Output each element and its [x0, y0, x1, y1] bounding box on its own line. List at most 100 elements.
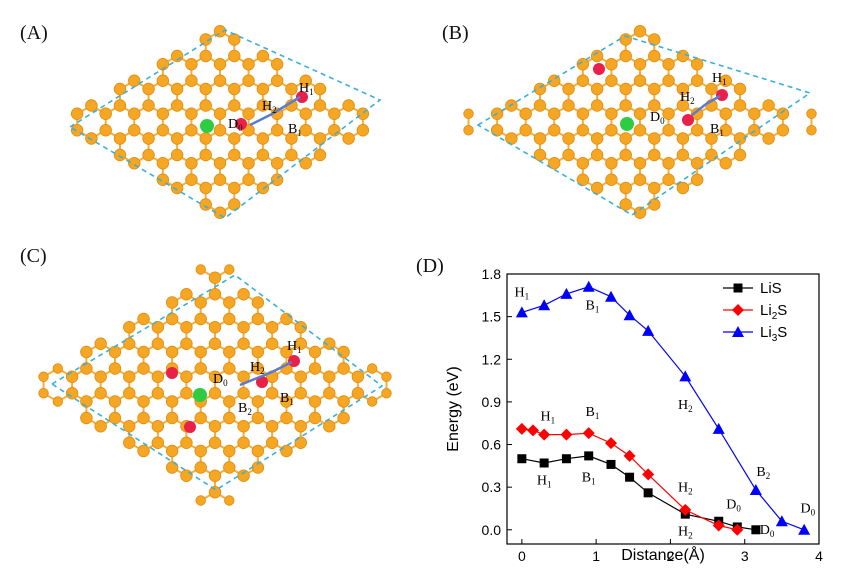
site-label-d0: D0 — [228, 117, 243, 133]
carbon-atom — [337, 362, 350, 375]
carbon-atom — [762, 132, 775, 145]
carbon-atom — [323, 370, 336, 383]
carbon-atom — [533, 148, 547, 162]
migration-arrow — [249, 95, 301, 127]
carbon-atom — [224, 495, 235, 506]
carbon-atom — [137, 411, 150, 425]
carbon-atom — [590, 132, 604, 145]
carbon-atom — [208, 469, 222, 482]
carbon-atom — [690, 124, 704, 137]
carbon-atom — [576, 107, 590, 120]
carbon-atom — [208, 370, 222, 383]
carbon-atom — [733, 132, 747, 145]
carbon-atom — [213, 124, 227, 137]
carbon-atom — [619, 148, 632, 162]
sulfur-atom — [620, 117, 634, 131]
carbon-atom — [676, 132, 690, 145]
carbon-atom — [648, 132, 661, 145]
carbon-atom — [213, 173, 227, 186]
carbon-atom — [137, 395, 150, 408]
carbon-atom — [165, 296, 179, 309]
data-point-lis — [643, 488, 653, 498]
y-tick-label: 0.9 — [482, 394, 502, 410]
carbon-atom — [490, 124, 504, 137]
data-point-li3s — [605, 290, 617, 302]
carbon-atom — [294, 387, 307, 400]
carbon-atom — [199, 148, 212, 162]
legend-marker — [733, 283, 743, 293]
carbon-atom — [199, 49, 212, 63]
carbon-atom — [690, 107, 704, 120]
carbon-atom — [590, 99, 604, 112]
data-point-lis — [561, 454, 571, 464]
lithium-site-marker — [716, 89, 728, 101]
legend-label: Li3S — [760, 324, 787, 344]
point-annotation: H2 — [678, 480, 693, 496]
lithium-atom — [166, 367, 178, 379]
data-point-li3s — [749, 484, 762, 495]
carbon-atom — [199, 82, 212, 96]
carbon-atom — [719, 74, 732, 87]
carbon-atom — [590, 82, 604, 96]
data-point-li3s — [582, 280, 595, 292]
carbon-atom — [256, 99, 270, 112]
lithium-site-marker — [288, 355, 300, 367]
carbon-atom — [170, 148, 184, 162]
carbon-atom — [52, 363, 64, 374]
x-tick-label: 1 — [592, 548, 600, 564]
carbon-atom — [270, 124, 284, 137]
carbon-atom — [299, 157, 312, 170]
carbon-atom — [70, 107, 84, 120]
carbon-atom — [619, 181, 632, 195]
carbon-atom — [285, 132, 298, 145]
carbon-atom — [237, 321, 250, 334]
carbon-atom — [228, 33, 241, 46]
carbon-atom — [228, 148, 241, 162]
lithium-atom — [235, 118, 247, 130]
carbon-atom — [342, 132, 355, 145]
carbon-atom — [213, 157, 227, 170]
carbon-atom — [194, 444, 207, 458]
panel-b: (B) H1 H2 D0 B1 — [430, 0, 860, 240]
carbon-atom — [137, 362, 150, 375]
carbon-atom — [52, 396, 64, 407]
carbon-atom — [648, 82, 661, 96]
data-point-li3s — [642, 324, 655, 336]
point-annotation: H2 — [678, 398, 693, 414]
point-annotation: H1 — [541, 409, 556, 425]
legend-label: LiS — [760, 280, 782, 297]
carbon-atom — [94, 370, 107, 383]
carbon-atom — [256, 49, 270, 63]
carbon-atom — [251, 395, 265, 408]
carbon-atom — [285, 82, 298, 96]
data-point-li3s — [560, 287, 573, 299]
carbon-atom — [123, 337, 136, 350]
carbon-atom — [137, 345, 150, 359]
carbon-atom — [590, 181, 604, 195]
carbon-atom — [199, 99, 212, 112]
site-label-b2: B2 — [238, 401, 252, 417]
y-tick-label: 1.8 — [482, 266, 502, 282]
x-tick-label: 3 — [741, 548, 749, 564]
carbon-atom — [108, 362, 122, 375]
carbon-atom — [185, 107, 198, 120]
carbon-atom — [256, 132, 270, 145]
carbon-atom — [619, 82, 632, 96]
carbon-atom — [633, 173, 647, 186]
unit-cell-c — [50, 274, 384, 491]
point-annotation: H1 — [515, 286, 530, 302]
carbon-atom — [280, 411, 293, 425]
carbon-atom — [633, 58, 647, 71]
data-point-li2s — [560, 428, 573, 441]
site-label-d0: D0 — [650, 110, 665, 126]
carbon-atom — [251, 411, 265, 425]
carbon-atom — [533, 132, 547, 145]
carbon-atom — [308, 395, 322, 408]
carbon-atom — [170, 99, 184, 112]
data-point-li2s — [582, 427, 595, 440]
carbon-atom — [619, 198, 632, 211]
carbon-atom — [208, 486, 222, 499]
data-point-li2s — [642, 468, 655, 481]
x-tick-label: 4 — [815, 548, 823, 564]
carbon-atom — [705, 82, 718, 96]
